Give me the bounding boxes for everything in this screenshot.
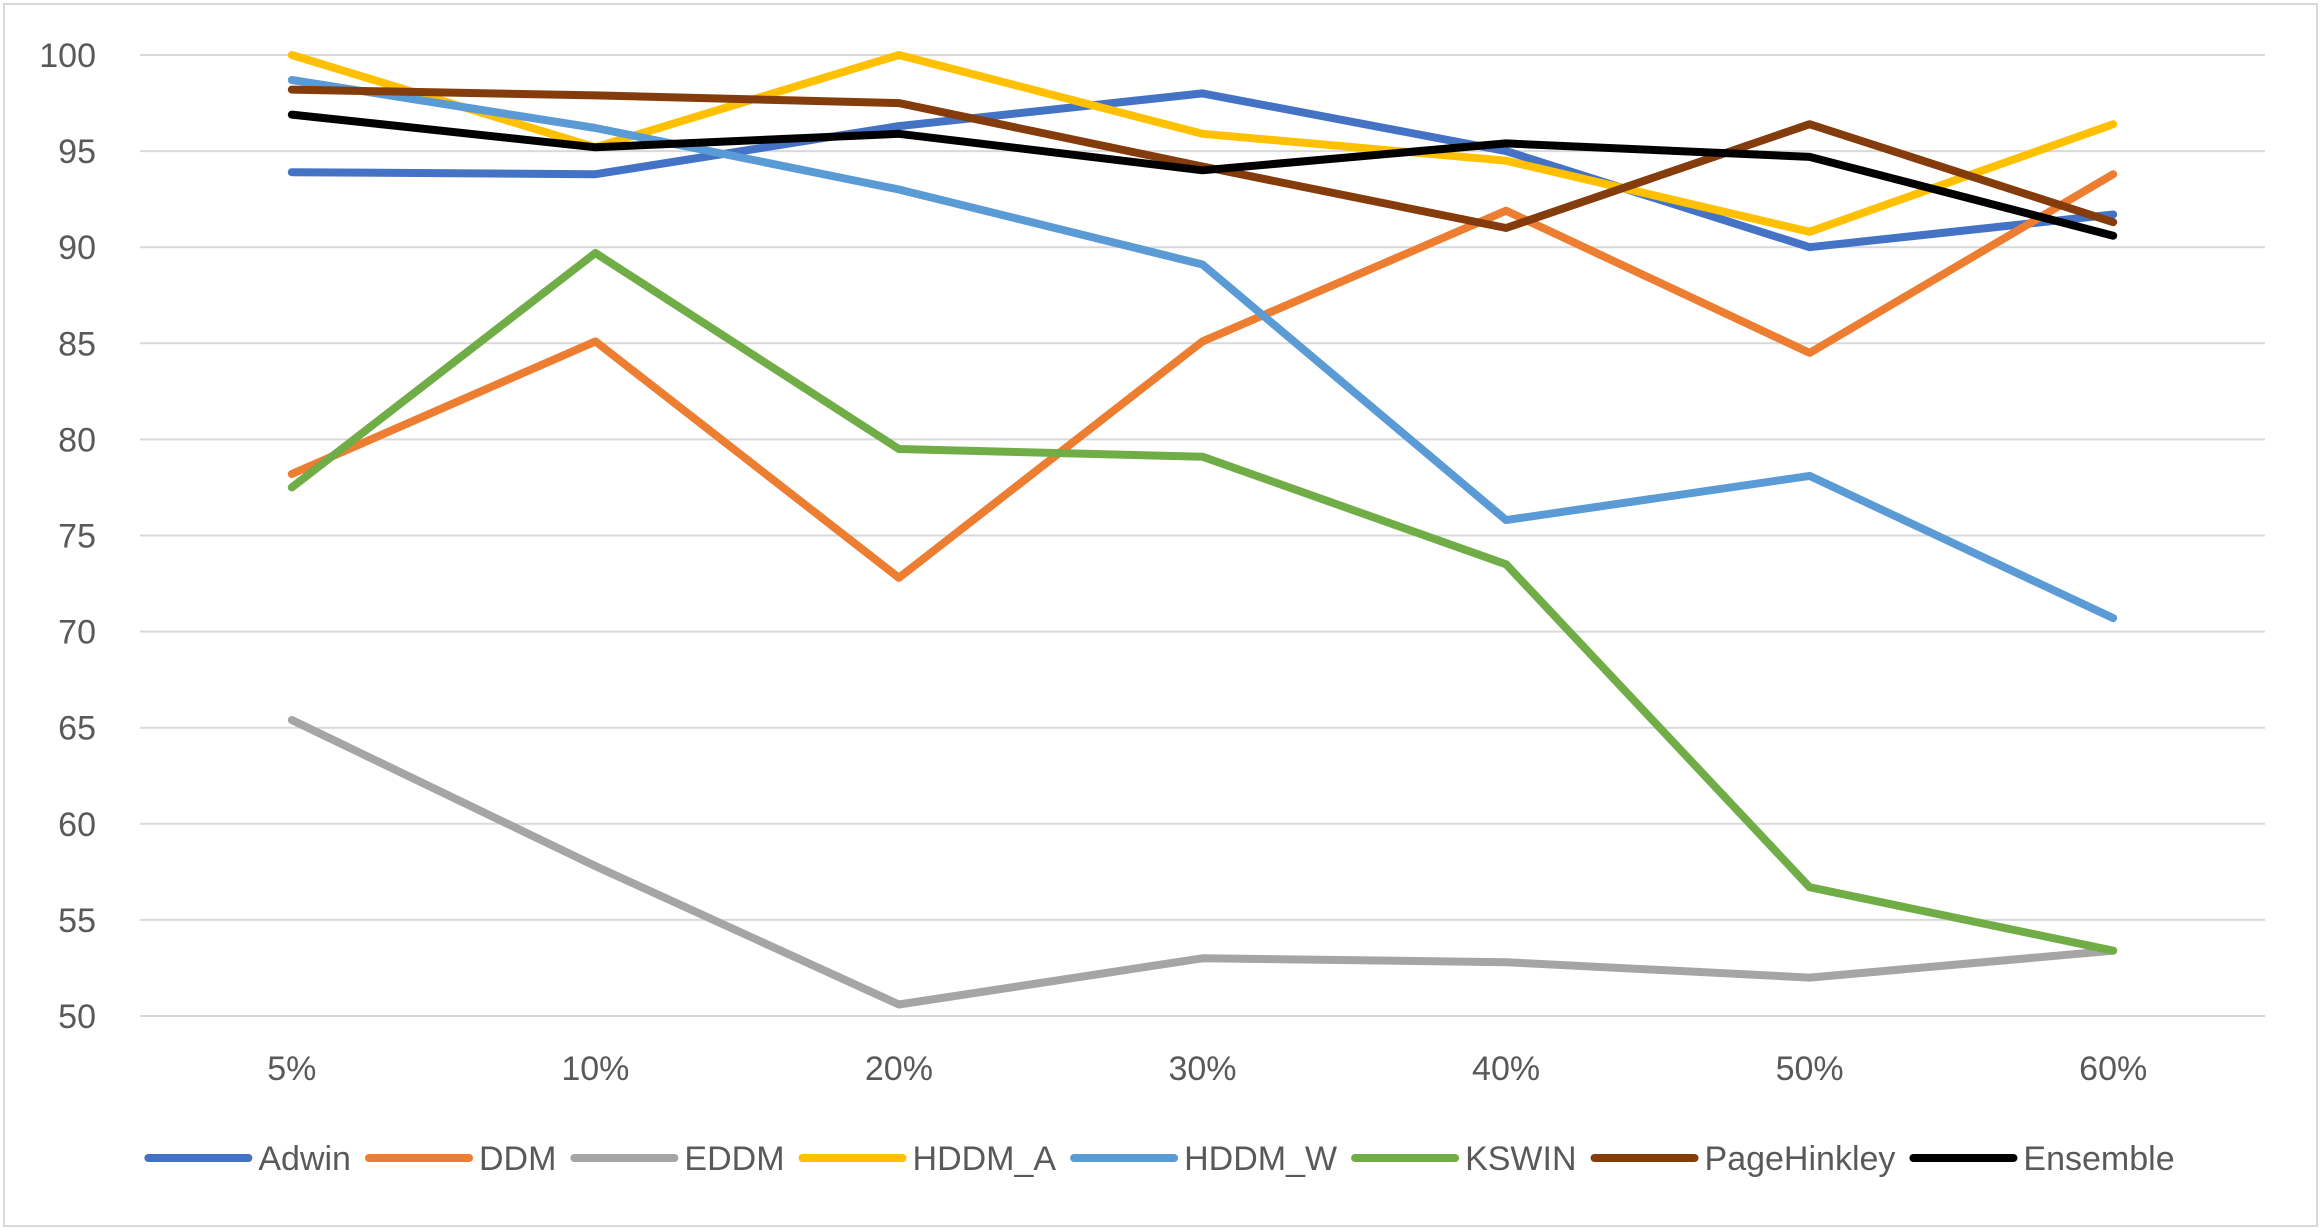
y-tick-label: 95 xyxy=(58,133,96,171)
y-tick-label: 60 xyxy=(58,806,96,844)
legend-item-hddm-w: HDDM_W xyxy=(1070,1140,1337,1178)
x-tick-label: 40% xyxy=(1472,1050,1540,1088)
y-tick-label: 75 xyxy=(58,518,96,556)
y-tick-label: 65 xyxy=(58,710,96,748)
legend-item-kswin: KSWIN xyxy=(1351,1140,1577,1178)
x-tick-label: 20% xyxy=(865,1050,933,1088)
legend-label: KSWIN xyxy=(1465,1140,1576,1178)
x-tick-label: 10% xyxy=(561,1050,629,1088)
x-tick-label: 30% xyxy=(1168,1050,1236,1088)
y-axis-tick-labels: 50 55 60 65 70 75 80 85 90 95 100 xyxy=(39,37,96,1036)
y-tick-label: 90 xyxy=(58,229,96,267)
y-tick-label: 70 xyxy=(58,614,96,652)
legend-label: HDDM_A xyxy=(913,1140,1057,1178)
legend-label: Adwin xyxy=(258,1140,351,1178)
legend-label: HDDM_W xyxy=(1184,1140,1337,1178)
y-tick-label: 55 xyxy=(58,902,96,940)
series-line-kswin xyxy=(287,249,2118,955)
series-lines xyxy=(287,51,2118,1009)
series-line-pagehinkley xyxy=(287,85,2118,232)
legend-label: Ensemble xyxy=(2023,1140,2174,1178)
y-tick-label: 85 xyxy=(58,325,96,363)
y-tick-label: 50 xyxy=(58,998,96,1036)
legend-item-pagehinkley: PageHinkley xyxy=(1590,1140,1896,1178)
series-line-ddm xyxy=(287,170,2118,582)
legend-label: DDM xyxy=(479,1140,556,1178)
series-line-ensemble xyxy=(287,110,2118,240)
legend-item-hddm-a: HDDM_A xyxy=(798,1140,1057,1178)
y-tick-label: 100 xyxy=(39,37,96,75)
y-tick-label: 80 xyxy=(58,421,96,459)
gridlines xyxy=(140,54,2265,1017)
series-line-hddm-w xyxy=(287,76,2118,623)
legend-item-eddm: EDDM xyxy=(570,1140,785,1178)
x-tick-label: 60% xyxy=(2079,1050,2147,1088)
x-axis-tick-labels: 5% 10% 20% 30% 40% 50% 60% xyxy=(267,1050,2147,1088)
legend: Adwin DDM EDDM HDDM_A HDDM_W KSWIN PageHinkley… xyxy=(144,1140,2175,1178)
legend-item-ddm: DDM xyxy=(364,1140,556,1178)
x-tick-label: 5% xyxy=(267,1050,316,1088)
chart-area xyxy=(3,3,2318,1227)
legend-item-adwin: Adwin xyxy=(144,1140,351,1178)
x-tick-label: 50% xyxy=(1776,1050,1844,1088)
legend-label: EDDM xyxy=(684,1140,784,1178)
legend-label: PageHinkley xyxy=(1705,1140,1896,1178)
series-line-eddm xyxy=(287,716,2118,1009)
legend-item-ensemble: Ensemble xyxy=(1909,1140,2175,1178)
series-line-adwin xyxy=(287,89,2118,252)
